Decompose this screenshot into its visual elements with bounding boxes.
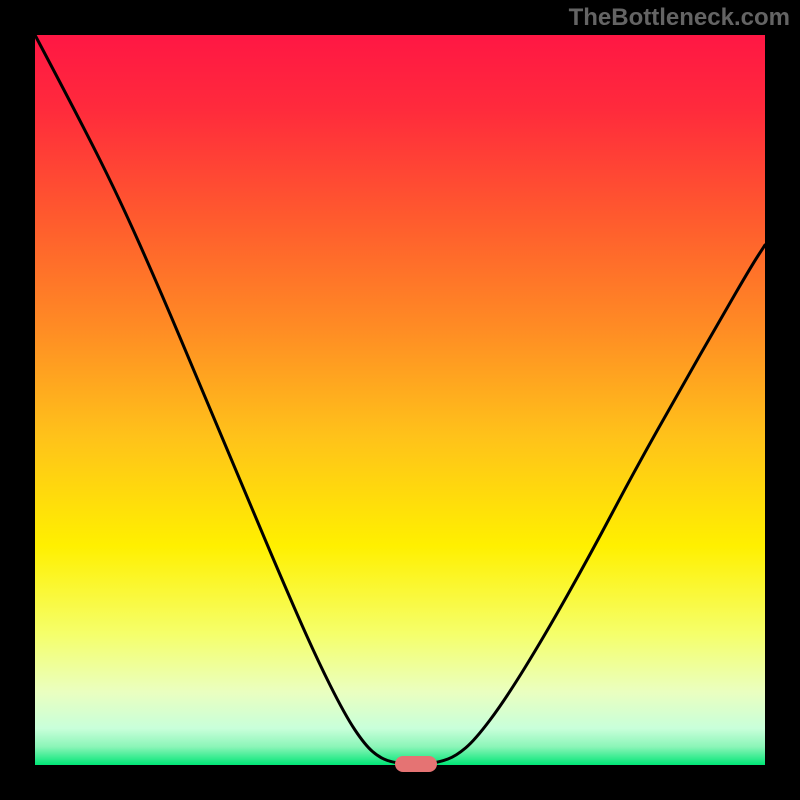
bottleneck-curve-chart [0,0,800,800]
watermark-text: TheBottleneck.com [569,4,790,32]
plot-background [35,35,765,765]
chart-container: TheBottleneck.com [0,0,800,800]
optimum-marker [395,756,437,772]
